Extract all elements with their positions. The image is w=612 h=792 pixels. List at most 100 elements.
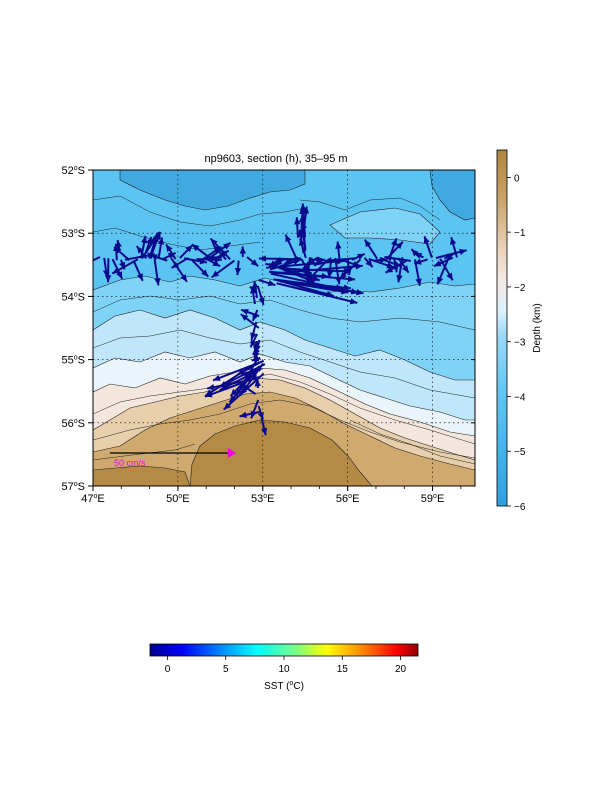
current-vector-arrow xyxy=(433,256,454,268)
lon-tick-label: 50oE xyxy=(166,493,190,505)
map-axes: 47oE 50oE 53oE 56oE 59oE 52oS 53oS 54oS 55oS 56oS… xyxy=(62,165,475,505)
current-vector-arrow xyxy=(276,282,358,305)
current-vector-arrow xyxy=(212,244,227,261)
depth-colorbar-ticks: 0 −1 −2 −3 −4 −5 −6 xyxy=(507,173,526,513)
sst-colorbar: 0 5 10 15 20 SST (oC) xyxy=(149,643,419,692)
current-vector-arrow xyxy=(257,405,264,420)
current-vector-arrow xyxy=(240,308,260,317)
current-vector-arrow xyxy=(170,257,189,269)
current-vector-arrow xyxy=(253,340,260,365)
current-vector-arrow xyxy=(144,236,153,254)
current-vector-arrow xyxy=(260,417,268,436)
current-vector-arrow xyxy=(228,365,261,404)
current-vector-arrow xyxy=(436,257,450,285)
deep-basin-region xyxy=(119,170,306,211)
bathymetry-map xyxy=(93,170,475,486)
mid-depth-ridge xyxy=(329,207,441,245)
current-vector-arrow xyxy=(149,232,159,255)
current-vector-arrow xyxy=(388,237,398,258)
current-vector-arrow xyxy=(239,246,246,258)
lat-tick-label: 53oS xyxy=(62,228,86,240)
current-vector-arrow xyxy=(256,285,265,306)
current-vector-arrow xyxy=(450,236,458,258)
bank-deep-region xyxy=(189,419,373,486)
current-vector-arrow xyxy=(157,237,165,258)
scale-arrow-head xyxy=(228,448,236,458)
current-vector-arrow xyxy=(258,255,290,262)
current-vector-arrow xyxy=(111,258,139,275)
current-vector-arrow xyxy=(234,260,242,276)
current-vector-arrow xyxy=(396,257,404,283)
map-frame xyxy=(92,169,476,487)
current-vector-arrow xyxy=(170,257,188,283)
current-vector-arrow xyxy=(179,244,194,259)
current-vector-arrow xyxy=(240,313,260,329)
lat-tick-label: 54oS xyxy=(62,291,86,303)
sst-tick-label: 10 xyxy=(278,664,290,675)
lat-tick-label: 57oS xyxy=(62,481,86,493)
sst-tick-label: 5 xyxy=(223,664,229,675)
map-title: np9603, section (h), 35–95 m xyxy=(204,153,347,165)
current-vector-arrow xyxy=(258,279,276,287)
current-vector-arrow xyxy=(209,237,231,261)
current-vector-arrow xyxy=(269,258,301,271)
contour-lines xyxy=(93,195,475,465)
depth-tick-label: −5 xyxy=(514,447,526,458)
depth-tick-label: −3 xyxy=(514,338,526,349)
depth-tick-label: −6 xyxy=(514,502,526,513)
current-vector-arrow xyxy=(206,254,222,261)
depth-tick-label: 0 xyxy=(514,173,520,184)
current-vector-arrow xyxy=(246,256,259,267)
current-vector-arrow xyxy=(338,258,362,280)
scale-arrow-label: 50 cm/s xyxy=(114,458,146,468)
current-vector-arrow xyxy=(397,257,410,274)
current-vector-arrow xyxy=(363,257,374,268)
lat-tick-label: 55oS xyxy=(62,355,86,367)
depth-colorbar-bar xyxy=(496,149,508,507)
depth-colorbar-label: Depth (km) xyxy=(532,303,543,352)
sst-colorbar-ticks: 0 5 10 15 20 xyxy=(165,656,407,675)
current-vector-arrow xyxy=(104,258,112,283)
current-vector-arrow xyxy=(165,243,177,260)
current-vector-arrow xyxy=(363,239,379,260)
current-vectors xyxy=(93,203,467,436)
current-vector-arrow xyxy=(115,239,122,253)
current-vector-arrow xyxy=(280,280,349,295)
current-vector-arrow xyxy=(294,217,301,238)
current-vector-arrow xyxy=(299,206,306,238)
current-vector-arrow xyxy=(153,259,161,286)
depth-tick-label: −4 xyxy=(514,392,526,403)
current-vector-arrow xyxy=(191,259,209,278)
scale-arrow: 50 cm/s xyxy=(110,448,236,468)
current-vector-arrow xyxy=(413,258,428,265)
current-vector-arrow xyxy=(249,333,258,348)
sst-colorbar-bar xyxy=(149,643,419,657)
current-vector-arrow xyxy=(223,372,265,411)
current-vector-arrow xyxy=(335,241,342,259)
current-vector-arrow xyxy=(132,260,144,282)
current-vector-arrow xyxy=(279,267,351,275)
sst-tick-label: 0 xyxy=(165,664,171,675)
deep-basin-region-east xyxy=(429,170,475,221)
current-vector-arrow xyxy=(284,234,299,262)
sst-colorbar-label: SST (oC) xyxy=(264,680,304,692)
current-vector-arrow xyxy=(385,259,408,274)
depth-tick-label: −2 xyxy=(514,283,526,294)
sst-tick-label: 15 xyxy=(337,664,349,675)
current-vector-arrow xyxy=(423,235,433,258)
current-vector-arrow xyxy=(306,256,319,264)
current-vector-arrow xyxy=(249,286,257,305)
current-vector-arrow xyxy=(266,258,345,269)
current-vector-arrow xyxy=(414,251,424,259)
current-vector-arrow xyxy=(239,411,260,419)
lat-tick-label: 52oS xyxy=(62,165,86,177)
lon-tick-label: 59oE xyxy=(421,493,445,505)
depth-tick-label: −1 xyxy=(514,228,526,239)
current-vector-arrow xyxy=(140,235,148,259)
current-vector-arrow xyxy=(443,252,455,260)
depth-colorbar: 0 −1 −2 −3 −4 −5 −6 Depth (km) xyxy=(496,149,543,513)
lat-tick-label: 56oS xyxy=(62,418,86,430)
bank-deep-region-west xyxy=(93,465,191,486)
current-vector-arrow xyxy=(384,254,411,262)
